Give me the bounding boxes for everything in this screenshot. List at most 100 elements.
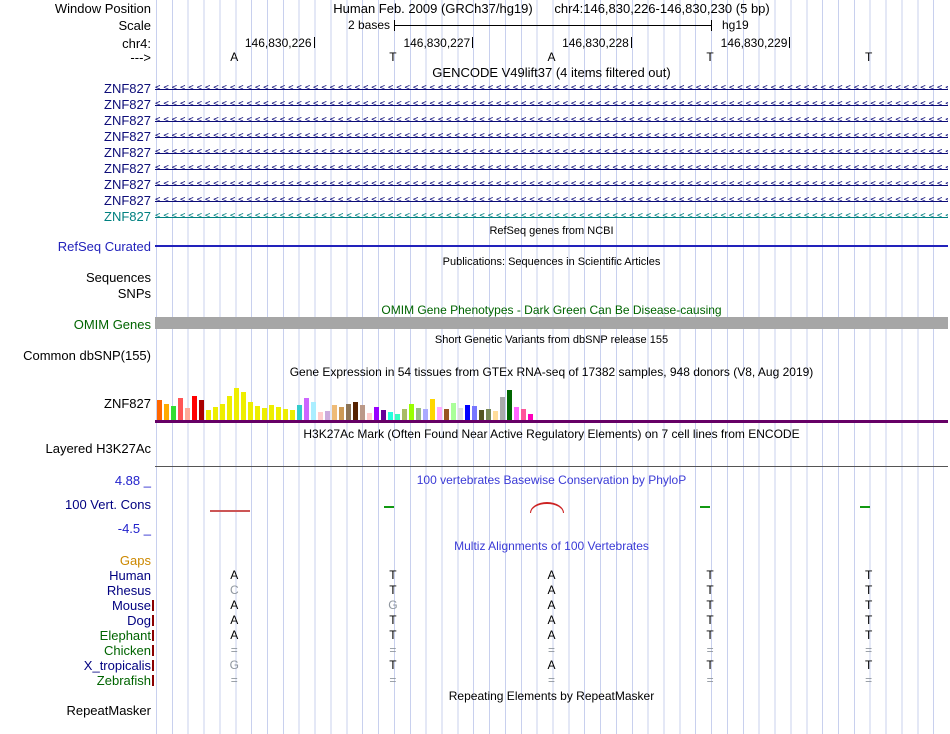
gencode-transcript[interactable]: <<<<<<<<<<<<<<<<<<<<<<<<<<<<<<<<<<<<<<<<…	[155, 209, 948, 225]
gtex-tissue-bar[interactable]	[255, 406, 260, 420]
gtex-tissue-bar[interactable]	[528, 414, 533, 420]
gtex-tissue-bar[interactable]	[262, 408, 267, 420]
gtex-tissue-bar[interactable]	[325, 411, 330, 420]
gencode-transcript[interactable]: <<<<<<<<<<<<<<<<<<<<<<<<<<<<<<<<<<<<<<<<…	[155, 145, 948, 161]
gtex-tissue-bar[interactable]	[220, 404, 225, 420]
gtex-tissue-bar[interactable]	[276, 407, 281, 420]
gtex-tissue-bar[interactable]	[437, 407, 442, 420]
gtex-tissue-bar[interactable]	[395, 414, 400, 420]
gtex-tissue-bar[interactable]	[465, 405, 470, 420]
species-label-chicken[interactable]: Chicken	[104, 643, 151, 658]
gtex-tissue-bar[interactable]	[514, 407, 519, 420]
species-label-dog[interactable]: Dog	[127, 613, 151, 628]
gencode-transcript-label[interactable]: ZNF827	[104, 113, 151, 128]
gtex-tissue-bar[interactable]	[283, 409, 288, 420]
gtex-tissue-bar[interactable]	[521, 409, 526, 420]
gtex-tissue-bar[interactable]	[185, 408, 190, 420]
gencode-transcript-label[interactable]: ZNF827	[104, 97, 151, 112]
gtex-tissue-bar[interactable]	[360, 405, 365, 420]
gencode-transcript[interactable]: <<<<<<<<<<<<<<<<<<<<<<<<<<<<<<<<<<<<<<<<…	[155, 161, 948, 177]
gencode-transcript-label[interactable]: ZNF827	[104, 81, 151, 96]
gencode-transcript[interactable]: <<<<<<<<<<<<<<<<<<<<<<<<<<<<<<<<<<<<<<<<…	[155, 177, 948, 193]
gtex-tissue-bar[interactable]	[423, 409, 428, 420]
gtex-tissue-bar[interactable]	[178, 398, 183, 420]
gtex-tissue-bar[interactable]	[318, 412, 323, 420]
gencode-transcript-label[interactable]: ZNF827	[104, 129, 151, 144]
gencode-transcript[interactable]: <<<<<<<<<<<<<<<<<<<<<<<<<<<<<<<<<<<<<<<<…	[155, 193, 948, 209]
aligned-base: A	[230, 598, 239, 612]
gtex-tissue-bar[interactable]	[234, 388, 239, 420]
species-label-x_tropicalis[interactable]: X_tropicalis	[83, 658, 151, 673]
gtex-tissue-bar[interactable]	[213, 407, 218, 420]
gtex-tissue-bar[interactable]	[444, 409, 449, 420]
gtex-tissue-bar[interactable]	[297, 405, 302, 420]
gtex-tissue-bar[interactable]	[479, 410, 484, 420]
gencode-transcript-label[interactable]: ZNF827	[104, 209, 151, 224]
gencode-transcript[interactable]: <<<<<<<<<<<<<<<<<<<<<<<<<<<<<<<<<<<<<<<<…	[155, 129, 948, 145]
gtex-expression-bars[interactable]	[157, 383, 537, 420]
gtex-tissue-bar[interactable]	[157, 400, 162, 420]
transcript-intron-line	[155, 217, 948, 218]
gtex-tissue-bar[interactable]	[192, 396, 197, 420]
gtex-tissue-bar[interactable]	[332, 405, 337, 420]
dbsnp-label[interactable]: Common dbSNP(155)	[23, 348, 151, 363]
gtex-tissue-bar[interactable]	[500, 397, 505, 420]
aligned-base: T	[389, 613, 397, 627]
gaps-label[interactable]: Gaps	[119, 553, 151, 568]
gtex-tissue-bar[interactable]	[206, 410, 211, 420]
gtex-tissue-bar[interactable]	[248, 402, 253, 420]
omim-genes-label[interactable]: OMIM Genes	[73, 317, 151, 332]
gtex-tissue-bar[interactable]	[409, 404, 414, 420]
gencode-transcript[interactable]: <<<<<<<<<<<<<<<<<<<<<<<<<<<<<<<<<<<<<<<<…	[155, 97, 948, 113]
gtex-tissue-bar[interactable]	[164, 404, 169, 420]
gtex-tissue-bar[interactable]	[493, 411, 498, 420]
gtex-gene-label[interactable]: ZNF827	[104, 396, 151, 411]
gtex-tissue-bar[interactable]	[486, 409, 491, 420]
gtex-tissue-bar[interactable]	[381, 410, 386, 420]
gtex-tissue-bar[interactable]	[374, 407, 379, 420]
omim-gene-bar[interactable]	[155, 317, 948, 329]
conservation-label[interactable]: 100 Vert. Cons	[65, 497, 151, 512]
gtex-gene-model-line[interactable]	[155, 420, 948, 423]
species-label-mouse[interactable]: Mouse	[111, 598, 151, 613]
gtex-tissue-bar[interactable]	[227, 396, 232, 420]
repeatmasker-label[interactable]: RepeatMasker	[66, 703, 151, 718]
gtex-tissue-bar[interactable]	[269, 405, 274, 420]
gtex-tissue-bar[interactable]	[451, 403, 456, 420]
gtex-tissue-bar[interactable]	[199, 400, 204, 420]
gencode-transcript[interactable]: <<<<<<<<<<<<<<<<<<<<<<<<<<<<<<<<<<<<<<<<…	[155, 113, 948, 129]
gtex-tissue-bar[interactable]	[339, 407, 344, 420]
species-label-elephant[interactable]: Elephant	[99, 628, 151, 643]
gtex-tissue-bar[interactable]	[171, 406, 176, 420]
gtex-tissue-bar[interactable]	[402, 409, 407, 420]
gencode-transcript-label[interactable]: ZNF827	[104, 193, 151, 208]
transcript-intron-line	[155, 105, 948, 106]
gtex-tissue-bar[interactable]	[458, 408, 463, 420]
coordinate-label: 146,830,227	[403, 36, 471, 50]
aligned-base: =	[706, 643, 714, 657]
gtex-tissue-bar[interactable]	[346, 404, 351, 420]
species-label-human[interactable]: Human	[109, 568, 151, 583]
gtex-tissue-bar[interactable]	[241, 392, 246, 420]
refseq-curated-label[interactable]: RefSeq Curated	[57, 239, 151, 254]
gtex-tissue-bar[interactable]	[507, 390, 512, 420]
gtex-tissue-bar[interactable]	[304, 398, 309, 420]
gtex-tissue-bar[interactable]	[430, 399, 435, 420]
gencode-transcript-label[interactable]: ZNF827	[104, 161, 151, 176]
gtex-tissue-bar[interactable]	[416, 408, 421, 420]
gtex-tissue-bar[interactable]	[311, 402, 316, 420]
species-label-rhesus[interactable]: Rhesus	[106, 583, 151, 598]
sequences-label[interactable]: Sequences	[85, 270, 151, 285]
gtex-tissue-bar[interactable]	[290, 410, 295, 420]
h3k27ac-label[interactable]: Layered H3K27Ac	[45, 441, 151, 456]
species-label-zebrafish[interactable]: Zebrafish	[96, 673, 151, 688]
gencode-transcript-label[interactable]: ZNF827	[104, 177, 151, 192]
gtex-tissue-bar[interactable]	[472, 406, 477, 420]
gencode-transcript[interactable]: <<<<<<<<<<<<<<<<<<<<<<<<<<<<<<<<<<<<<<<<…	[155, 81, 948, 97]
snps-label[interactable]: SNPs	[117, 286, 151, 301]
gtex-tissue-bar[interactable]	[353, 402, 358, 420]
gtex-tissue-bar[interactable]	[367, 413, 372, 420]
refseq-gene-line[interactable]	[155, 245, 948, 247]
gencode-transcript-label[interactable]: ZNF827	[104, 145, 151, 160]
gtex-tissue-bar[interactable]	[388, 412, 393, 420]
